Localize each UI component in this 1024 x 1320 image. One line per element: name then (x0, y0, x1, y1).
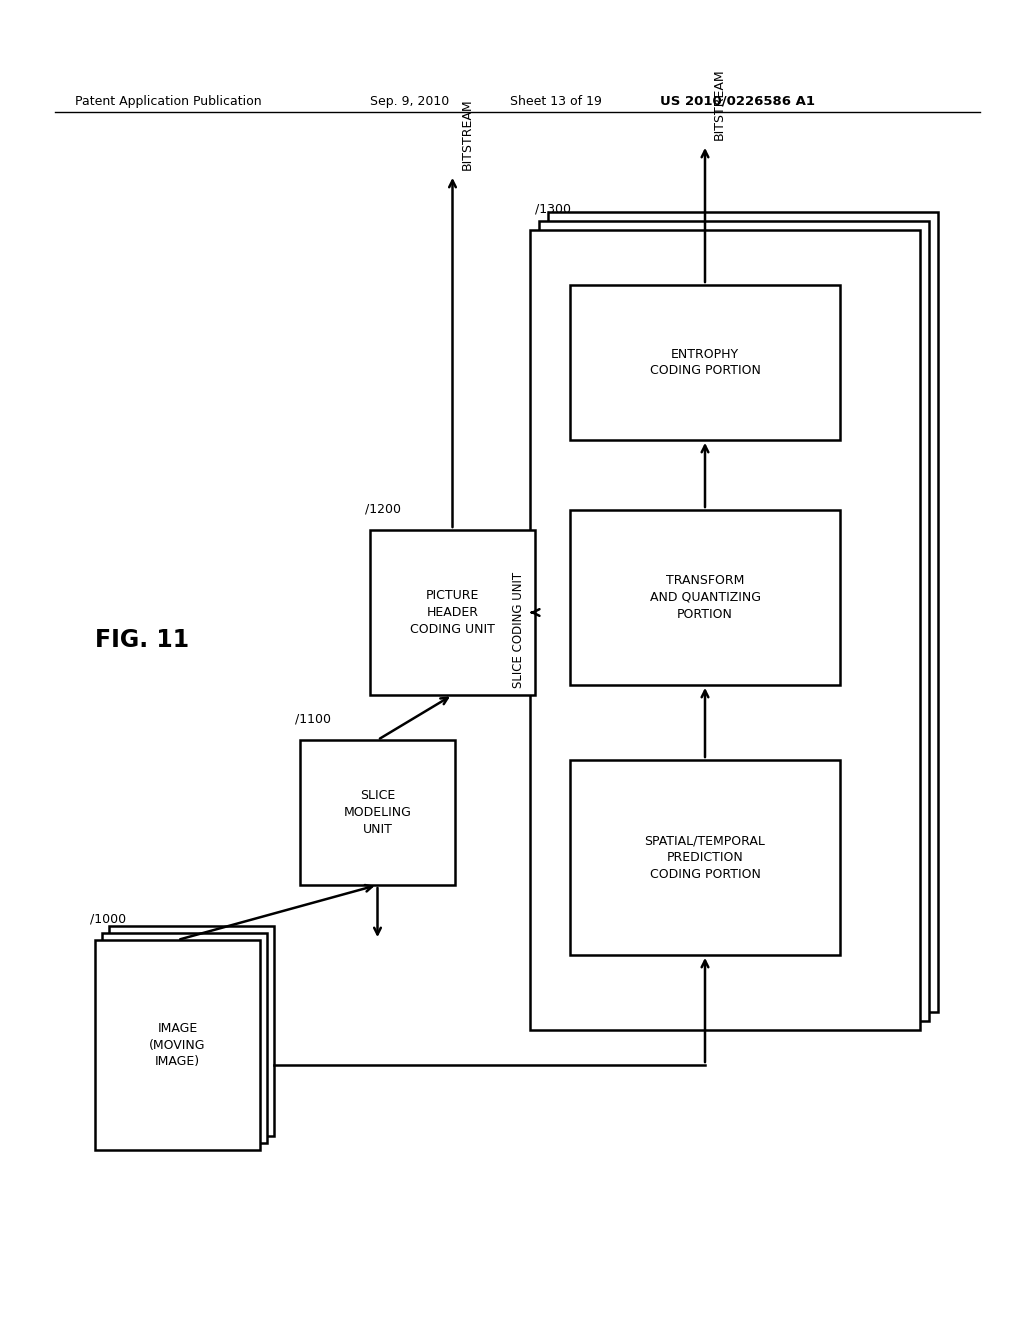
Text: IMAGE
(MOVING
IMAGE): IMAGE (MOVING IMAGE) (150, 1022, 206, 1068)
Text: /1100: /1100 (565, 257, 601, 271)
Text: SLICE CODING UNIT: SLICE CODING UNIT (512, 572, 524, 688)
Text: US 2010/0226586 A1: US 2010/0226586 A1 (660, 95, 815, 108)
Text: SLICE
MODELING
UNIT: SLICE MODELING UNIT (344, 789, 412, 836)
Bar (530, 230, 920, 1030)
Text: PICTURE
HEADER
CODING UNIT: PICTURE HEADER CODING UNIT (410, 589, 495, 636)
Bar (109, 927, 274, 1137)
Text: BITSTREAM: BITSTREAM (713, 69, 726, 140)
Bar (570, 510, 840, 685)
Text: BITSTREAM: BITSTREAM (461, 99, 473, 170)
Text: /1100: /1100 (565, 482, 601, 495)
Text: ENTROPHY
CODING PORTION: ENTROPHY CODING PORTION (649, 347, 761, 378)
Text: /1100: /1100 (565, 733, 601, 744)
Bar (539, 220, 929, 1020)
Text: TRANSFORM
AND QUANTIZING
PORTION: TRANSFORM AND QUANTIZING PORTION (649, 574, 761, 620)
Text: SPATIAL/TEMPORAL
PREDICTION
CODING PORTION: SPATIAL/TEMPORAL PREDICTION CODING PORTI… (644, 834, 765, 880)
Text: /1100: /1100 (295, 711, 331, 725)
Bar (548, 213, 938, 1012)
Text: /1000: /1000 (90, 912, 126, 925)
Text: Sep. 9, 2010: Sep. 9, 2010 (370, 95, 450, 108)
Bar (570, 760, 840, 954)
Bar (570, 285, 840, 440)
Text: /1300: /1300 (535, 202, 571, 215)
Text: Sheet 13 of 19: Sheet 13 of 19 (510, 95, 602, 108)
Text: /1200: /1200 (365, 502, 401, 515)
Bar (370, 531, 535, 696)
Bar (300, 741, 455, 884)
Bar (95, 940, 260, 1150)
Text: FIG. 11: FIG. 11 (95, 628, 189, 652)
Text: Patent Application Publication: Patent Application Publication (75, 95, 261, 108)
Bar (102, 933, 267, 1143)
